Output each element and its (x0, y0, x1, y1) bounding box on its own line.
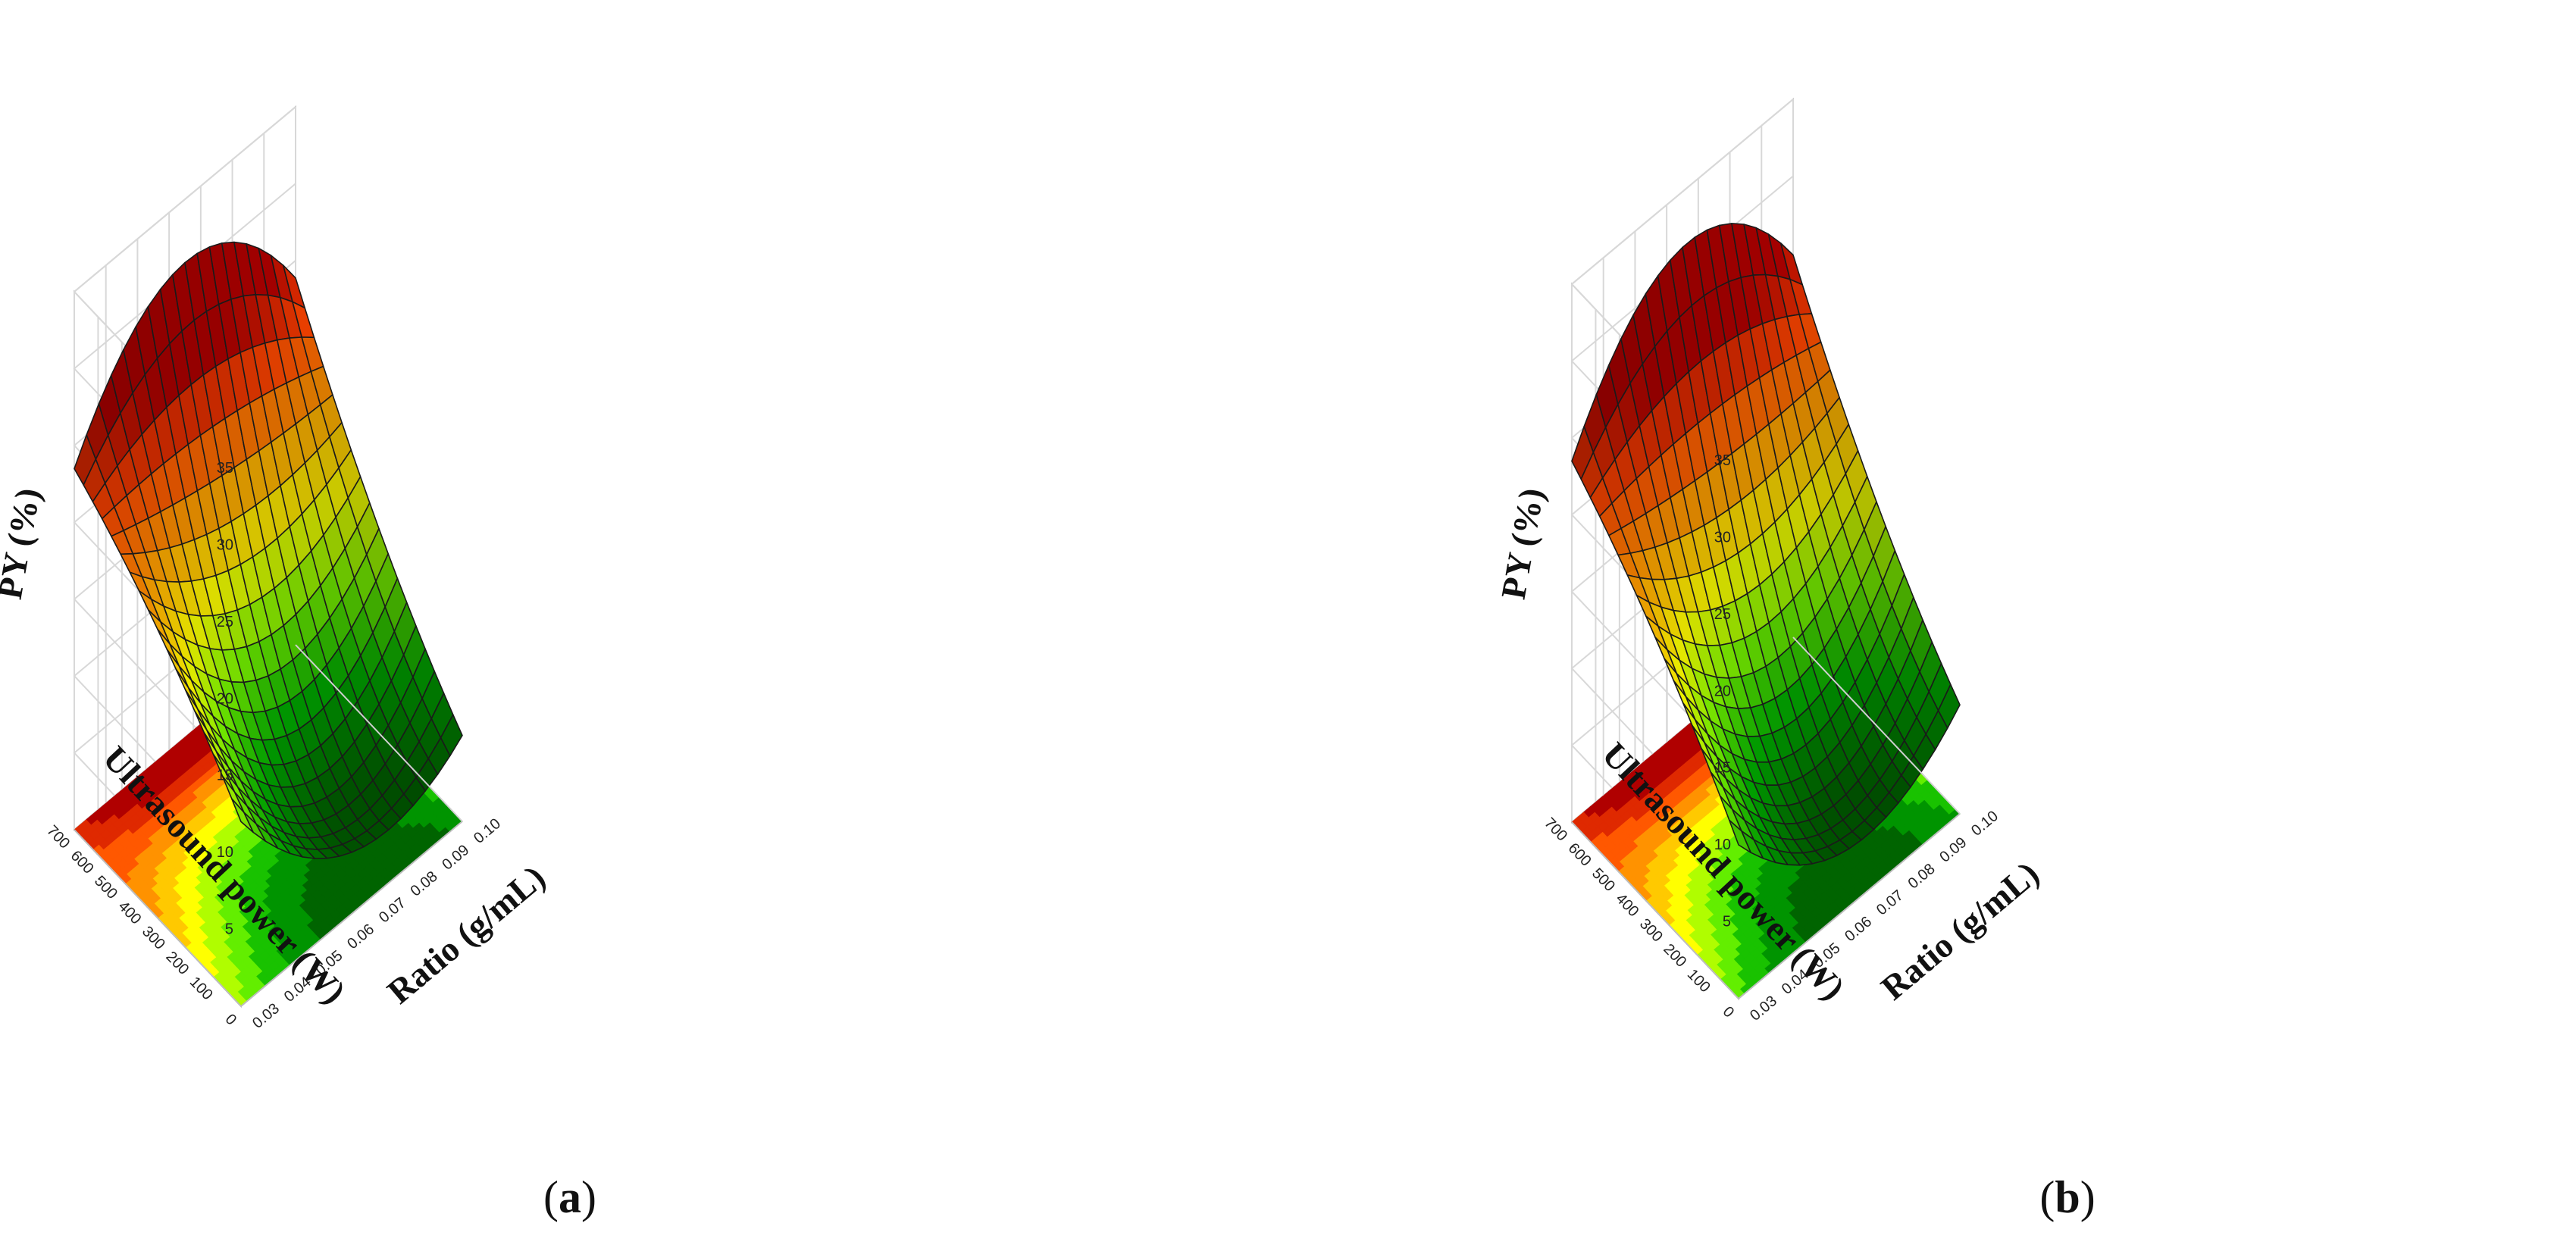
y-tick-label: 400 (1613, 890, 1642, 920)
surface-plot-a: 0.030.040.050.060.070.080.090.1001002003… (0, 105, 552, 1032)
response-surface (74, 241, 463, 859)
x-tick-label: 0.08 (1905, 861, 1939, 893)
box-edges (74, 644, 463, 1008)
y-tick-label: 300 (1636, 915, 1666, 945)
floor-front-edges (74, 821, 463, 1008)
y-tick-label: 100 (186, 974, 216, 1003)
z-tick-label: 30 (217, 536, 233, 553)
y-tick-label: 700 (43, 822, 73, 852)
y-tick-label: 600 (1565, 840, 1595, 869)
z-tick-label: 20 (1714, 683, 1731, 699)
y-tick-label: 100 (1684, 966, 1714, 996)
surface-cell (1937, 683, 1961, 729)
y-tick-label: 500 (1588, 865, 1618, 895)
surface-plot-b: 0.030.040.050.060.070.080.090.1001002003… (1494, 97, 2046, 1024)
z-axis-label: PY (%) (1494, 485, 1551, 602)
z-tick-label: 35 (217, 460, 233, 477)
x-tick-label: 0.06 (1842, 913, 1875, 945)
z-tick-label: 20 (217, 690, 233, 707)
y-tick-label: 400 (115, 898, 145, 927)
z-tick-label: 5 (1723, 914, 1731, 930)
x-tick-label: 0.07 (1873, 887, 1907, 919)
panel-label-a: (a) (543, 1172, 596, 1222)
z-tick-label: 5 (225, 921, 233, 938)
floor-right-edge (1792, 636, 1961, 815)
x-axis-label: Ratio (g/mL) (380, 858, 552, 1011)
z-tick-label: 35 (1714, 452, 1731, 469)
box-edges (1571, 636, 1961, 1000)
x-tick-label: 0.10 (1968, 808, 2002, 840)
x-tick-label: 0.07 (376, 895, 409, 927)
y-tick-label: 0 (1720, 1003, 1738, 1021)
surface-cell (440, 714, 463, 757)
z-tick-label: 25 (217, 614, 233, 630)
x-axis-label: Ratio (g/mL) (1873, 854, 2046, 1007)
z-tick-label: 10 (217, 844, 233, 861)
x-tick-label: 0.08 (408, 868, 441, 900)
floor-front-edges (1571, 813, 1961, 1000)
y-tick-label: 700 (1541, 815, 1570, 844)
x-tick-label: 0.09 (439, 842, 472, 874)
z-tick-label: 15 (1714, 760, 1731, 777)
z-axis-label: PY (%) (0, 485, 48, 602)
z-tick-label: 25 (1714, 606, 1731, 623)
y-tick-label: 0 (222, 1011, 240, 1028)
z-tick-label: 30 (1714, 529, 1731, 546)
floor-right-edge (295, 644, 463, 822)
y-tick-label: 200 (162, 949, 192, 978)
x-tick-label: 0.03 (249, 1000, 283, 1032)
x-tick-label: 0.09 (1936, 834, 1970, 866)
y-tick-label: 500 (91, 873, 121, 902)
x-tick-label: 0.10 (471, 815, 504, 847)
z-tick-label: 10 (1714, 837, 1731, 853)
z-tick-label: 15 (217, 768, 233, 784)
y-tick-label: 200 (1660, 941, 1689, 971)
y-tick-label: 600 (67, 847, 97, 877)
x-tick-label: 0.06 (344, 921, 377, 952)
y-tick-label: 300 (139, 923, 168, 952)
panel-label-b: (b) (2039, 1172, 2095, 1222)
x-tick-label: 0.03 (1747, 993, 1780, 1024)
response-surface (1571, 223, 1961, 866)
